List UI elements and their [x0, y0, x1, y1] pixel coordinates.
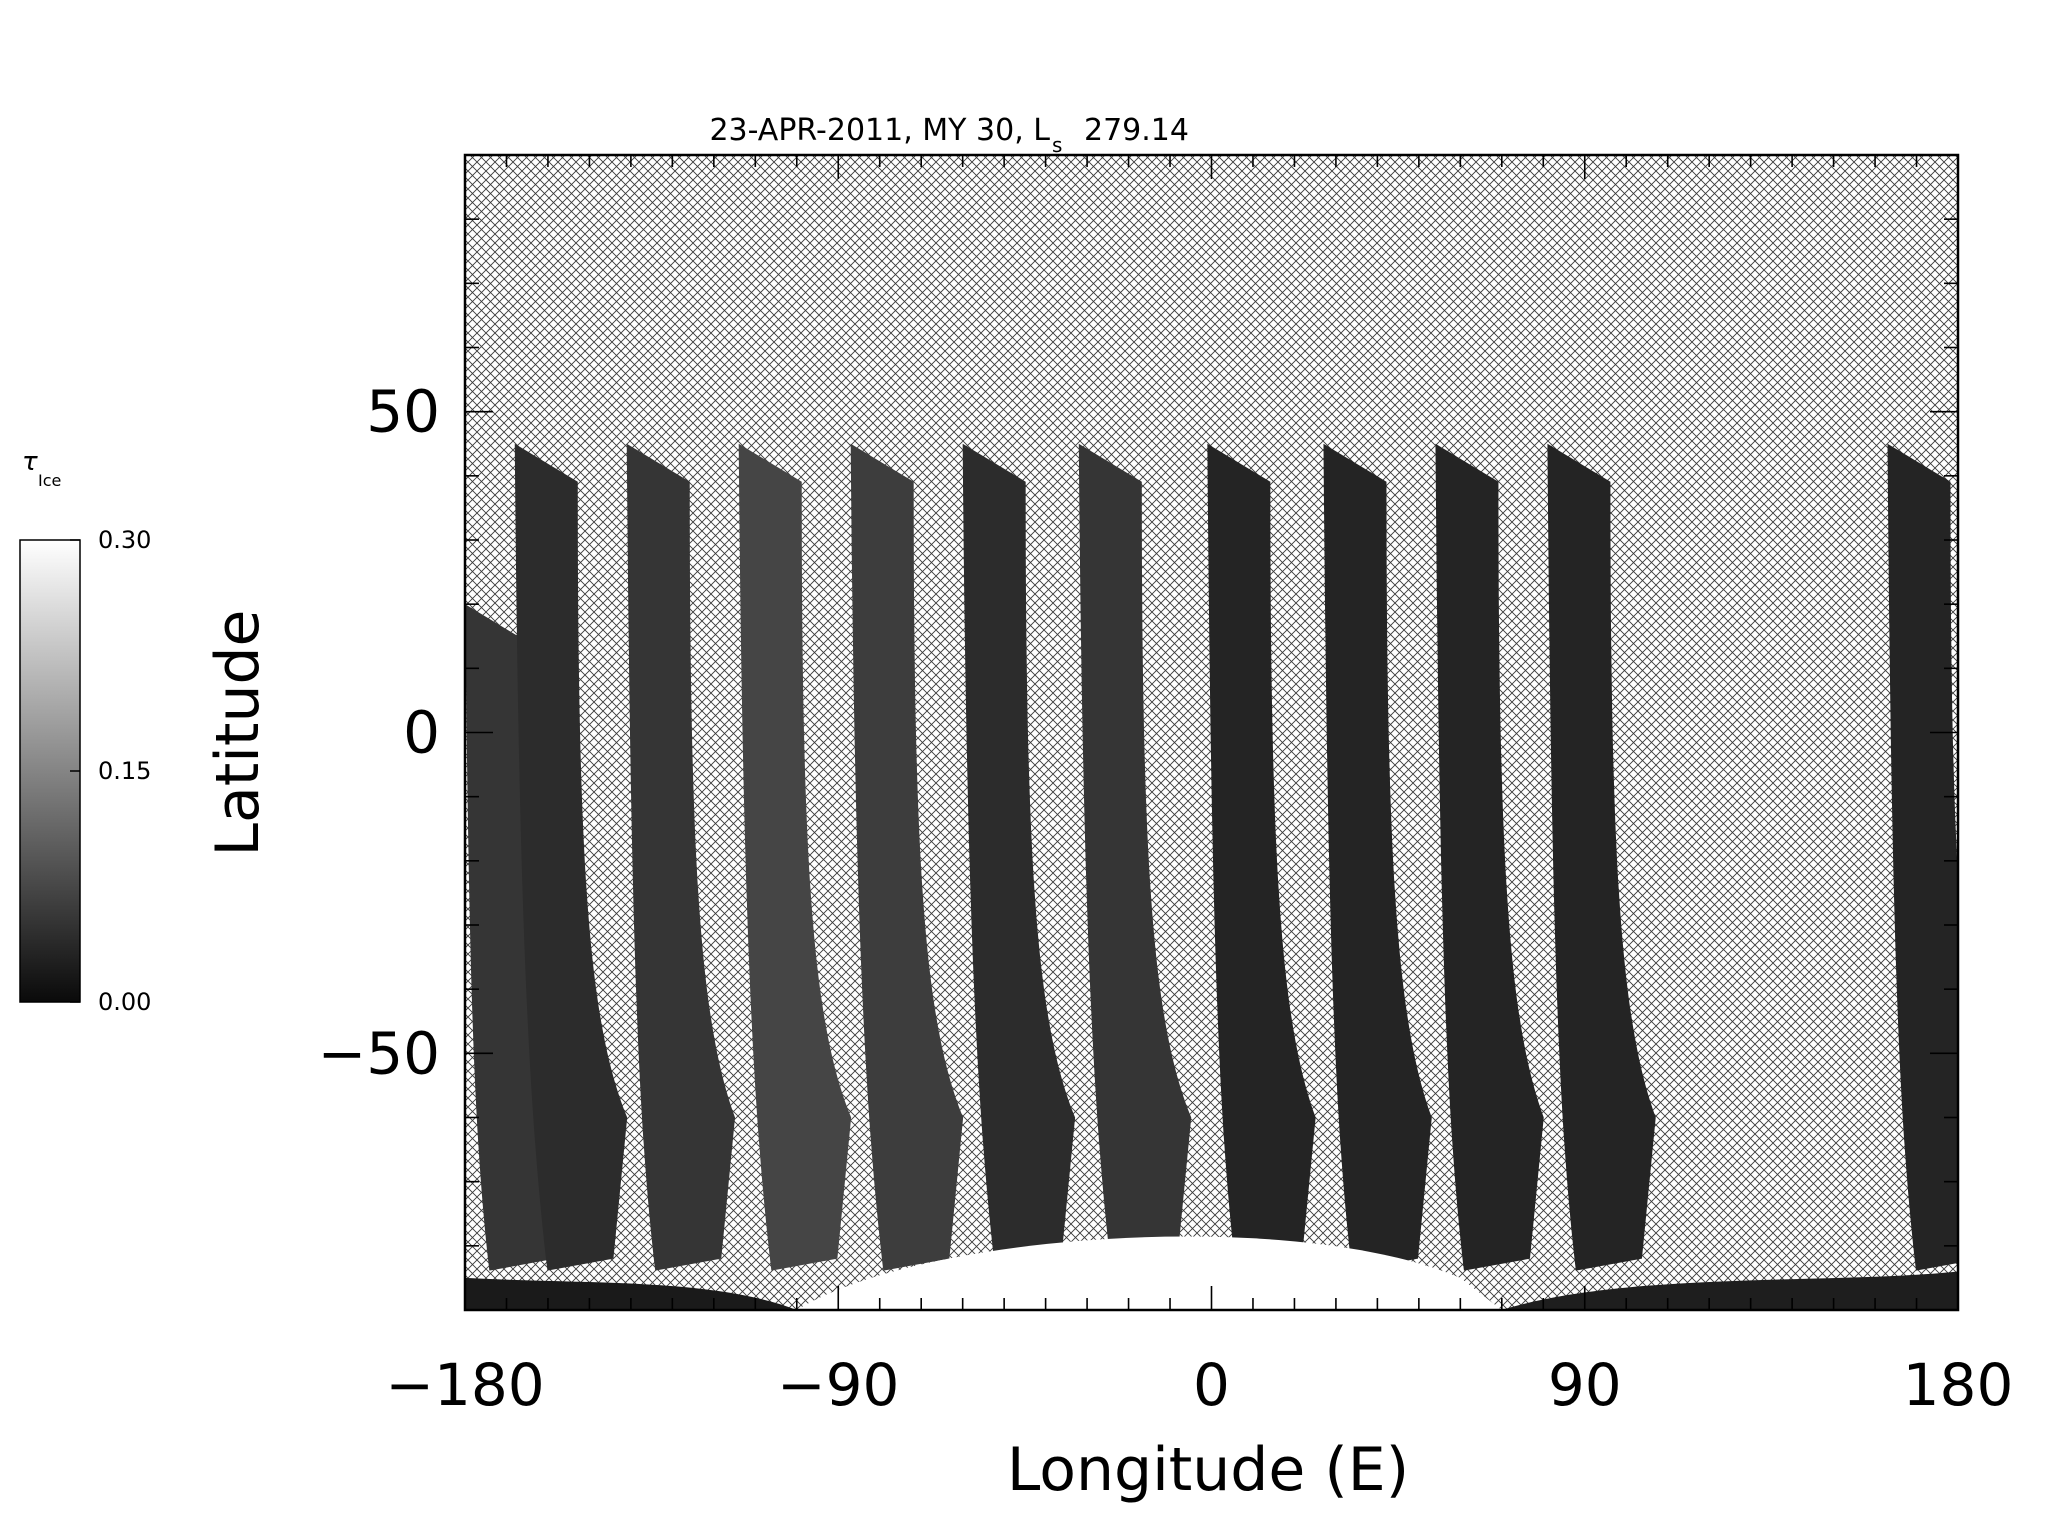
- x-tick-label: −90: [777, 1351, 899, 1419]
- colorbar-label: τ: [22, 447, 38, 477]
- x-axis-label: Longitude (E): [1007, 1435, 1409, 1505]
- colorbar-tick-label: 0.30: [98, 526, 151, 554]
- colorbar-ticks: 0.00 0.15 0.30: [70, 526, 151, 1016]
- x-tick-label: 180: [1903, 1351, 2014, 1419]
- south-polar-bright-region: [796, 1236, 1502, 1310]
- y-tick-labels: −50 0 50: [318, 378, 440, 1088]
- chart-title-subscript: s: [1052, 133, 1062, 157]
- chart-title-value: 279.14: [1084, 113, 1189, 148]
- orbit-swath: [850, 443, 964, 1271]
- y-tick-label: −50: [318, 1019, 440, 1087]
- colorbar: τ Ice 0.00 0.15 0.30: [19, 447, 151, 1016]
- orbit-swath: [514, 443, 628, 1271]
- swath-layer: [465, 443, 1958, 1310]
- x-tick-labels: −180 −90 0 90 180: [385, 1351, 2013, 1419]
- y-tick-label: 50: [366, 378, 440, 446]
- orbit-swath: [1323, 443, 1432, 1271]
- x-tick-label: −180: [385, 1351, 544, 1419]
- south-polar-dark-region: [1501, 1271, 1958, 1310]
- orbit-swath: [962, 443, 1076, 1271]
- chart-title: 23-APR-2011, MY 30, L: [709, 113, 1050, 148]
- orbit-swath: [1887, 443, 1958, 1271]
- x-tick-label: 0: [1193, 1351, 1230, 1419]
- y-tick-label: 0: [403, 699, 440, 767]
- tick-layer: [464, 154, 1959, 1311]
- colorbar-tick-label: 0.15: [98, 757, 151, 785]
- plot-frame: [463, 153, 1960, 1312]
- plot-area: [463, 153, 1960, 1312]
- orbit-swath: [1435, 443, 1544, 1271]
- orbit-swath: [738, 443, 852, 1271]
- orbit-swath: [1547, 443, 1656, 1271]
- orbit-swath: [1207, 443, 1316, 1271]
- colorbar-tick-label: 0.00: [98, 988, 151, 1016]
- x-tick-label: 90: [1548, 1351, 1622, 1419]
- y-axis-label: Latitude: [203, 610, 273, 857]
- orbit-swath: [1078, 443, 1192, 1271]
- orbit-swath: [626, 443, 736, 1271]
- colorbar-label-subscript: Ice: [38, 471, 61, 490]
